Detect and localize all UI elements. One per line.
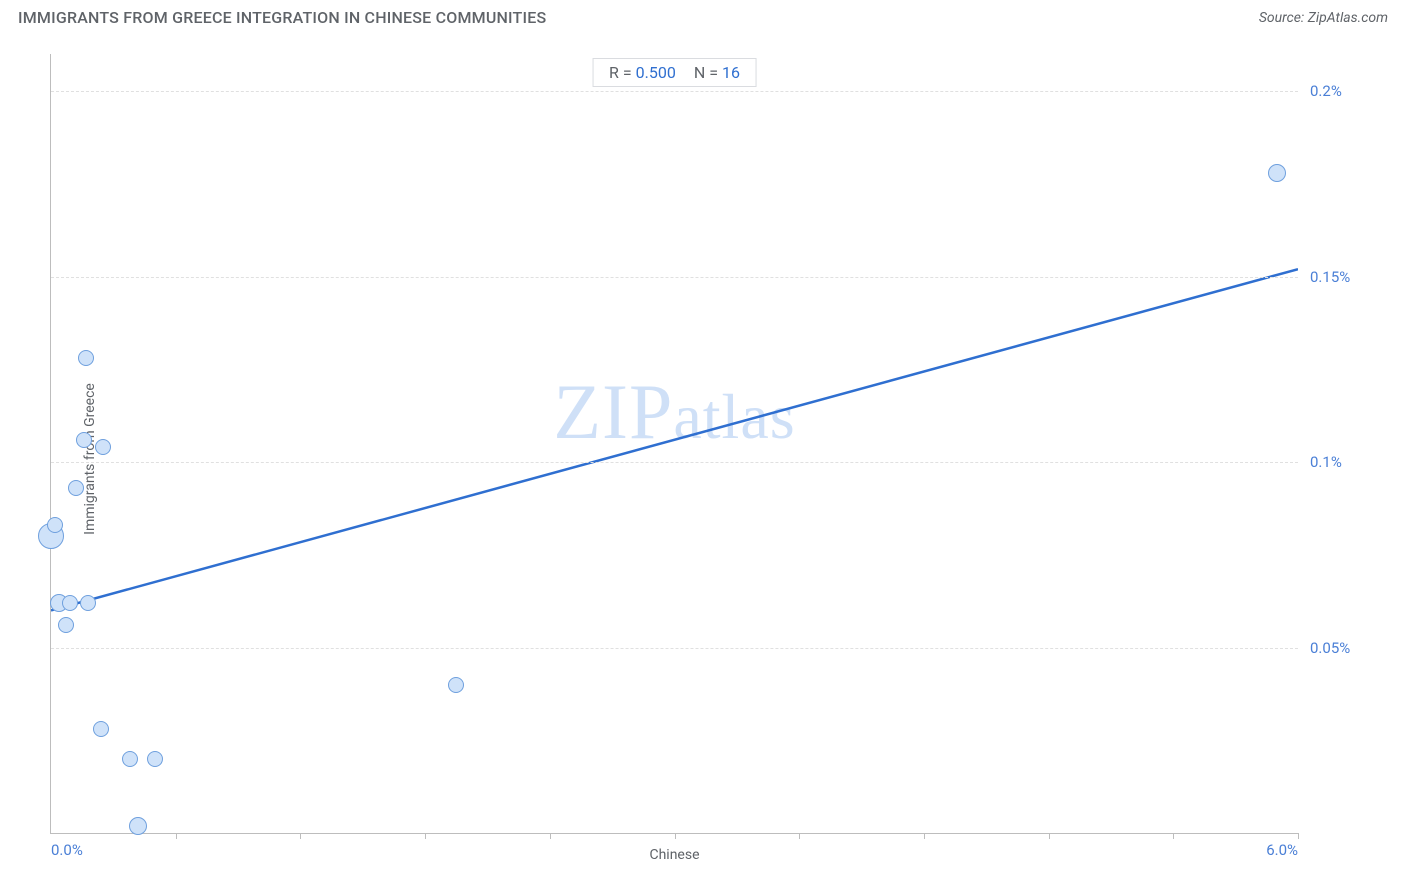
- x-minor-tick: [1298, 833, 1299, 839]
- data-point: [95, 439, 111, 455]
- n-label: N =: [694, 63, 718, 82]
- x-minor-tick: [550, 833, 551, 839]
- y-tick-label: 0.2%: [1310, 82, 1342, 100]
- data-point: [78, 350, 94, 366]
- data-point: [76, 432, 92, 448]
- trendline: [51, 269, 1298, 610]
- x-minor-tick: [1049, 833, 1050, 839]
- r-value: 0.500: [636, 63, 676, 82]
- n-stat: N = 16: [694, 63, 740, 82]
- r-stat: R = 0.500: [609, 63, 676, 82]
- data-point: [122, 751, 138, 767]
- grid-line: [51, 462, 1298, 463]
- x-minor-tick: [1173, 833, 1174, 839]
- y-tick-label: 0.05%: [1310, 639, 1350, 657]
- data-point: [147, 751, 163, 767]
- r-label: R =: [609, 63, 632, 82]
- data-point: [80, 595, 96, 611]
- x-minor-tick: [176, 833, 177, 839]
- y-tick-label: 0.1%: [1310, 453, 1342, 471]
- n-value: 16: [722, 63, 740, 82]
- x-minor-tick: [799, 833, 800, 839]
- grid-line: [51, 91, 1298, 92]
- y-tick-label: 0.15%: [1310, 268, 1350, 286]
- x-tick-label: 6.0%: [1266, 841, 1298, 859]
- x-minor-tick: [924, 833, 925, 839]
- x-tick-label: 0.0%: [51, 841, 83, 859]
- data-point: [448, 677, 464, 693]
- plot-outer: ZIPatlas R = 0.500 N = 16 Chinese 0.05%0…: [50, 54, 1388, 834]
- data-point: [58, 617, 74, 633]
- data-point: [93, 721, 109, 737]
- data-point: [68, 480, 84, 496]
- chart-header: IMMIGRANTS FROM GREECE INTEGRATION IN CH…: [0, 0, 1406, 31]
- x-minor-tick: [425, 833, 426, 839]
- source-attribution: Source: ZipAtlas.com: [1259, 10, 1388, 26]
- data-point: [47, 517, 63, 533]
- x-minor-tick: [300, 833, 301, 839]
- grid-line: [51, 648, 1298, 649]
- x-axis-label: Chinese: [649, 847, 699, 863]
- x-minor-tick: [675, 833, 676, 839]
- watermark: ZIPatlas: [553, 367, 795, 457]
- data-point: [129, 817, 147, 835]
- chart-container: Immigrants from Greece ZIPatlas R = 0.50…: [18, 44, 1388, 874]
- grid-line: [51, 277, 1298, 278]
- plot-area: ZIPatlas R = 0.500 N = 16 Chinese 0.05%0…: [50, 54, 1298, 834]
- data-point: [62, 595, 78, 611]
- data-point: [1268, 164, 1286, 182]
- chart-title: IMMIGRANTS FROM GREECE INTEGRATION IN CH…: [18, 8, 546, 27]
- trendline-svg: [51, 54, 1298, 833]
- stats-box: R = 0.500 N = 16: [592, 58, 757, 87]
